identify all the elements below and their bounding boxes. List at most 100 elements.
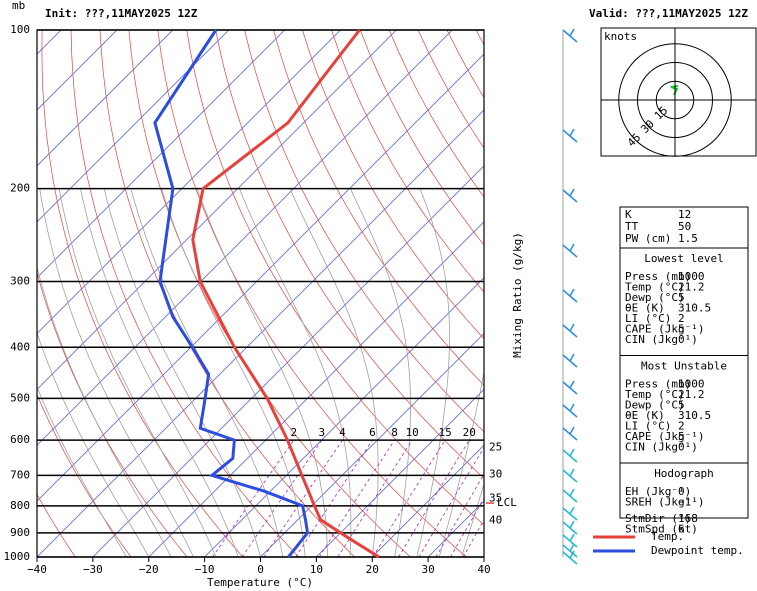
index-label: TT: [625, 220, 639, 233]
wind-barb: [562, 380, 578, 395]
hodograph-ring: [655, 80, 695, 120]
hodograph-ring: [637, 62, 713, 138]
lcl-label: LCL: [497, 496, 517, 509]
mixing-ratio-line: [418, 446, 484, 557]
index-value: 2: [678, 312, 685, 325]
isotherm: [37, 30, 341, 334]
index-label: Temp (°C): [625, 281, 685, 294]
dry-adiabat: [273, 30, 484, 386]
dry-adiabat: [70, 30, 300, 557]
chart-title: Init: ???,11MAY2025 12Z: [45, 7, 198, 20]
mixing-ratio-tick-label: 6: [369, 426, 376, 439]
moist-adiabat: [289, 188, 379, 557]
dry-adiabat: [41, 30, 244, 557]
index-value: 5: [678, 430, 685, 443]
mixing-ratio-tick-label: 10: [406, 426, 419, 439]
index-label: StmSpd (kt): [625, 523, 698, 536]
dry-adiabat: [128, 30, 411, 557]
mixing-ratio-tick-label: 4: [339, 426, 346, 439]
y-axis-label: mb: [12, 0, 25, 12]
wind-barb: [562, 488, 578, 503]
mixing-ratio-tick-label: 40: [489, 513, 502, 526]
wind-barb: [562, 28, 578, 43]
y-tick-label: 100: [10, 23, 30, 36]
wind-barb: [562, 323, 578, 338]
hodograph-ring-label: 30: [638, 117, 657, 136]
moist-adiabat: [161, 188, 306, 557]
index-value: 5: [678, 399, 685, 412]
x-tick-label: 30: [422, 563, 435, 576]
moist-adiabat: [196, 188, 328, 557]
isotherm: [37, 30, 229, 223]
moist-adiabat: [350, 188, 411, 557]
wind-barb: [562, 533, 578, 548]
index-value: 310.5: [678, 409, 711, 422]
y-tick-label: 900: [10, 526, 30, 539]
isotherm: [0, 30, 5, 557]
index-value: 6: [678, 523, 685, 536]
dry-adiabat: [99, 30, 355, 557]
index-label: Press (mb): [625, 270, 691, 283]
dry-adiabat: [244, 30, 484, 433]
index-value: 21.2: [678, 281, 705, 294]
x-tick-label: 0: [257, 563, 264, 576]
isotherm: [37, 30, 174, 167]
y-tick-label: 500: [10, 391, 30, 404]
index-label: θE (K): [625, 302, 665, 315]
sounding-line: [153, 29, 310, 558]
index-value: −1: [678, 496, 691, 509]
dry-adiabat: [331, 30, 484, 293]
isotherm: [316, 388, 484, 557]
y-tick-label: 700: [10, 468, 30, 481]
index-value: 2: [678, 420, 685, 433]
wind-barb: [562, 188, 578, 203]
moist-adiabat: [80, 188, 239, 557]
index-label: θE (K): [625, 409, 665, 422]
index-value: 12: [678, 208, 691, 221]
legend-label: Temp.: [651, 530, 684, 543]
x-tick-label: −10: [195, 563, 215, 576]
index-label: CAPE (Jkg⁻¹): [625, 323, 704, 336]
x-tick-label: −40: [27, 563, 47, 576]
mixing-ratio-line: [372, 439, 446, 557]
dry-adiabat: [359, 30, 484, 246]
index-label: PW (cm): [625, 232, 671, 245]
y-tick-label: 800: [10, 499, 30, 512]
dry-adiabat: [37, 493, 76, 557]
index-value: 21.2: [678, 388, 705, 401]
background-lines: [0, 30, 757, 557]
index-value: 1000: [678, 270, 705, 283]
mixing-ratio-label: Mixing Ratio (g/kg): [511, 232, 524, 358]
index-value: 310.5: [678, 302, 711, 315]
wind-barb: [562, 128, 578, 143]
dry-adiabat: [707, 30, 757, 557]
y-tick-label: 300: [10, 274, 30, 287]
index-value: 5: [678, 291, 685, 304]
dry-adiabat: [186, 30, 484, 526]
isotherm: [37, 30, 397, 390]
mixing-ratio-tick-label: 30: [489, 468, 502, 481]
wind-barb: [562, 426, 578, 441]
isotherm: [372, 444, 484, 557]
sounding-line: [191, 29, 380, 559]
y-tick-label: 1000: [4, 550, 31, 563]
index-label: SREH (Jkg⁻¹): [625, 496, 704, 509]
index-value: 1.5: [678, 232, 698, 245]
dry-adiabat: [736, 30, 757, 557]
mixing-ratio-line: [450, 497, 484, 557]
isotherm: [92, 165, 484, 557]
x-axis-label: Temperature (°C): [207, 576, 313, 589]
mixing-ratio-line: [462, 519, 484, 557]
index-label: Press (mb): [625, 378, 691, 391]
index-label: StmDir (°): [625, 512, 691, 525]
wind-barb: [562, 468, 578, 483]
mixing-ratio-tick-label: 25: [489, 441, 502, 454]
x-tick-label: 20: [366, 563, 379, 576]
index-value: 168: [678, 512, 698, 525]
index-label: CIN (Jkg⁻¹): [625, 333, 698, 346]
index-value: 5: [678, 323, 685, 336]
index-value: 0: [678, 485, 685, 498]
section-title: Most Unstable: [641, 360, 727, 373]
mixing-ratio-tick-label: 35: [489, 491, 502, 504]
